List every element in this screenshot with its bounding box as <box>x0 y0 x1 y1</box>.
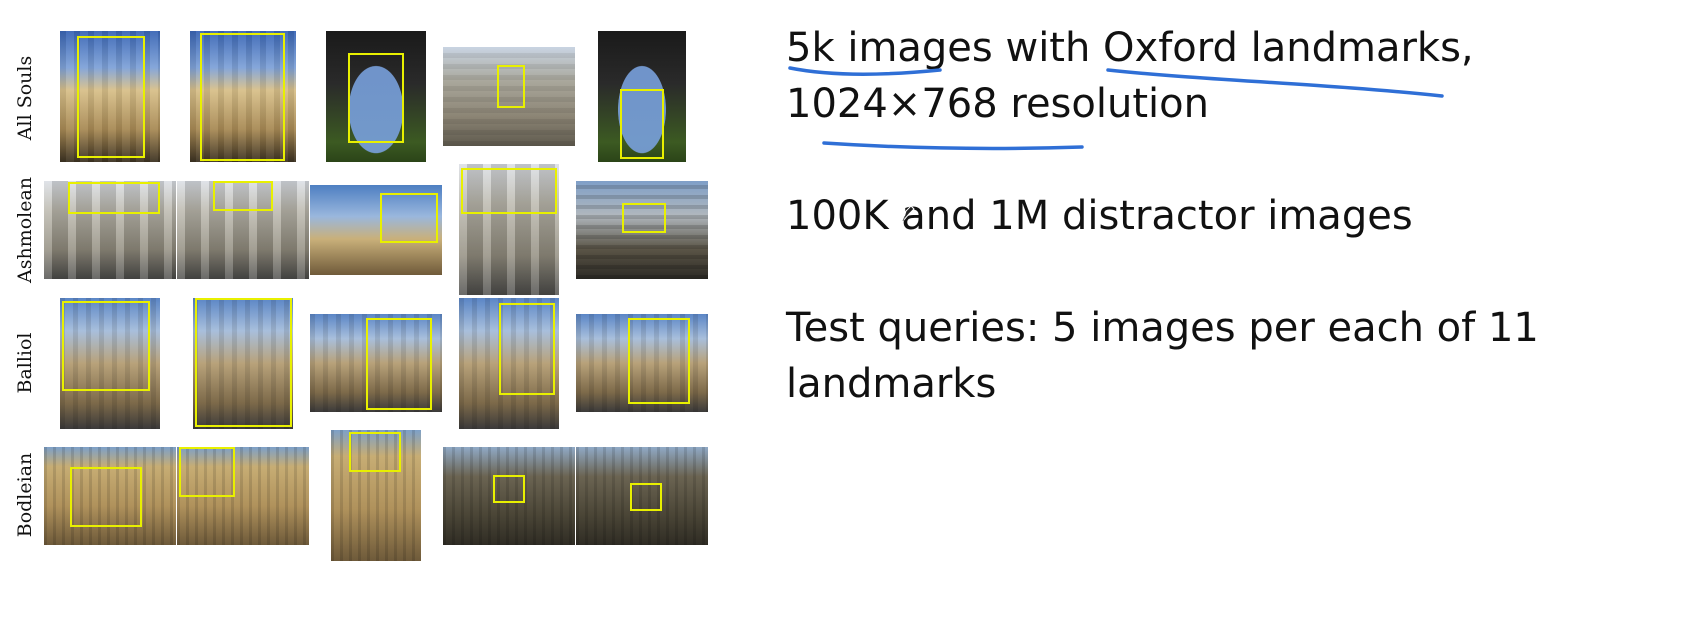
row-label-all-souls: All Souls <box>14 55 36 140</box>
dataset-description-line-1a: 5k images with Oxford landmarks, <box>786 25 1474 71</box>
photo-all-souls-1 <box>60 31 160 162</box>
photo-bodleian-1 <box>44 447 176 545</box>
photo-balliol-4 <box>459 298 559 429</box>
bounding-box <box>497 65 525 108</box>
photo-ashmolean-2 <box>177 181 309 279</box>
bounding-box <box>349 432 401 472</box>
bounding-box <box>70 467 142 527</box>
bounding-box <box>348 53 404 143</box>
photo-bodleian-3 <box>331 430 421 561</box>
photo-bodleian-5 <box>576 447 708 545</box>
bounding-box <box>200 33 285 161</box>
row-label-balliol: Balliol <box>14 331 36 394</box>
photo-balliol-3 <box>310 314 442 412</box>
photo-all-souls-5 <box>598 31 686 162</box>
row-label-bodleian: Bodleian <box>14 452 36 538</box>
photo-all-souls-3 <box>326 31 426 162</box>
photo-balliol-1 <box>60 298 160 429</box>
photo-ashmolean-4 <box>459 164 559 295</box>
test-queries-line-a: Test queries: 5 images per each of 11 <box>786 305 1539 351</box>
photo-bodleian-4 <box>443 447 575 545</box>
bounding-box <box>68 182 160 214</box>
photo-ashmolean-3 <box>310 185 442 275</box>
underline-resolution <box>822 141 1084 151</box>
bounding-box <box>628 318 690 404</box>
dataset-description-line-1b: 1024×768 resolution <box>786 81 1209 127</box>
bounding-box <box>366 318 432 410</box>
landmark-image-grid: All Souls Ashmolean Balliol Bodleian <box>0 0 800 621</box>
row-label-ashmolean: Ashmolean <box>14 176 36 284</box>
photo-ashmolean-1 <box>44 181 176 279</box>
photo-ashmolean-5 <box>576 181 708 279</box>
bounding-box <box>213 181 273 211</box>
bounding-box <box>179 447 235 497</box>
bounding-box <box>195 298 292 427</box>
bounding-box <box>499 303 555 395</box>
bounding-box <box>620 89 664 159</box>
bounding-box <box>380 193 438 243</box>
bounding-box <box>630 483 662 511</box>
photo-balliol-5 <box>576 314 708 412</box>
photo-all-souls-2 <box>190 31 296 162</box>
photo-all-souls-4 <box>443 47 575 146</box>
pen-cursor-icon <box>902 205 915 222</box>
bounding-box <box>62 301 150 391</box>
photo-balliol-2 <box>193 298 293 429</box>
bounding-box <box>461 168 557 214</box>
test-queries-line-b: landmarks <box>786 361 997 407</box>
bounding-box <box>493 475 525 503</box>
bounding-box <box>622 203 666 233</box>
distractor-images-line: 100K and 1M distractor images <box>786 193 1413 239</box>
photo-bodleian-2 <box>177 447 309 545</box>
bounding-box <box>77 36 145 158</box>
